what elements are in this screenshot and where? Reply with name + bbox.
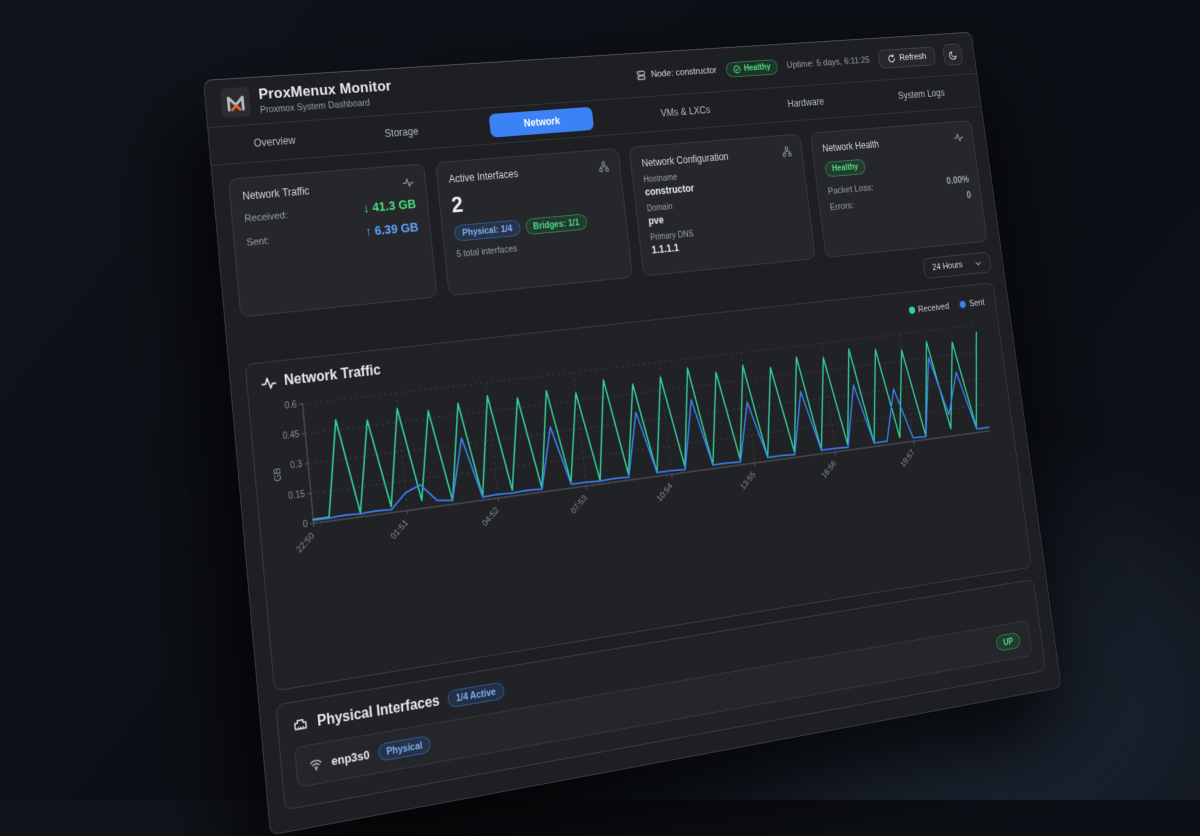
svg-text:0.3: 0.3: [290, 459, 303, 471]
tab-vms-lxcs[interactable]: VMs & LXCs: [646, 97, 724, 125]
node-label: Node: constructor: [650, 66, 717, 80]
sent-label: Sent:: [246, 236, 270, 249]
wifi-icon: [308, 755, 323, 773]
svg-text:0.45: 0.45: [282, 429, 300, 441]
chart-legend: Received Sent: [908, 298, 985, 316]
moon-icon: [948, 49, 958, 60]
refresh-icon: [887, 54, 896, 64]
tab-overview[interactable]: Overview: [238, 127, 312, 157]
svg-text:13:55: 13:55: [739, 469, 758, 491]
chevron-down-icon: [974, 258, 982, 267]
uptime-text: Uptime: 5 days, 6:11:25: [786, 55, 870, 70]
svg-text:22:50: 22:50: [294, 530, 316, 554]
network-tree-icon: [781, 146, 792, 158]
node-indicator: Node: constructor: [636, 65, 718, 82]
active-interfaces-card: Active Interfaces 2 Physical: 1/4 Bridge…: [435, 148, 633, 296]
network-configuration-card: Network Configuration Hostname construct…: [629, 134, 816, 277]
ethernet-port-icon: [291, 714, 309, 735]
legend-sent-dot: [959, 301, 966, 309]
time-range-value: 24 Hours: [932, 260, 963, 273]
physical-count-badge: Physical: 1/4: [454, 219, 521, 241]
main-content: Network Traffic Received: ↓ 41.3 GB Sent…: [211, 107, 1060, 835]
svg-text:0.15: 0.15: [288, 489, 306, 502]
health-badge-label: Healthy: [743, 62, 771, 73]
svg-text:04:52: 04:52: [480, 505, 501, 528]
interface-type-badge: Physical: [377, 735, 431, 762]
received-value: 41.3 GB: [372, 198, 417, 216]
desktop-background: ProxMenux Monitor Proxmox System Dashboa…: [0, 0, 1200, 800]
download-arrow-icon: ↓: [363, 202, 370, 216]
errors-label: Errors:: [829, 200, 854, 212]
network-nodes-icon: [598, 160, 610, 172]
tab-storage[interactable]: Storage: [369, 118, 434, 146]
tab-hardware[interactable]: Hardware: [774, 89, 838, 116]
proxmenux-logo: [220, 87, 251, 119]
server-icon: [636, 69, 648, 81]
svg-text:10:54: 10:54: [655, 481, 674, 504]
svg-text:19:57: 19:57: [899, 447, 917, 469]
theme-toggle-button[interactable]: [942, 43, 963, 66]
legend-sent-label: Sent: [969, 298, 985, 309]
upload-arrow-icon: ↑: [365, 225, 372, 239]
interface-name: enp3s0: [331, 748, 371, 769]
tab-system-logs[interactable]: System Logs: [885, 81, 958, 108]
svg-text:0: 0: [302, 519, 308, 530]
network-configuration-card-title: Network Configuration: [641, 151, 729, 170]
legend-received-label: Received: [918, 302, 950, 315]
interfaces-active-badge: 1/4 Active: [447, 682, 505, 709]
interface-status-badge: UP: [995, 632, 1021, 652]
svg-text:0.6: 0.6: [284, 400, 297, 412]
chart-title: Network Traffic: [283, 363, 381, 390]
bridges-count-badge: Bridges: 1/1: [525, 213, 588, 235]
network-traffic-card: Network Traffic Received: ↓ 41.3 GB Sent…: [228, 163, 438, 317]
refresh-label: Refresh: [899, 52, 927, 63]
network-health-card-title: Network Health: [822, 139, 880, 155]
svg-text:16:56: 16:56: [820, 458, 838, 480]
time-range-select[interactable]: 24 Hours: [922, 252, 991, 280]
network-health-card: Network Health Healthy Packet Loss: 0.00…: [810, 120, 988, 258]
dashboard-window: ProxMenux Monitor Proxmox System Dashboa…: [203, 32, 1062, 836]
health-card-status-badge: Healthy: [824, 158, 866, 177]
activity-icon: [402, 176, 414, 189]
tab-network[interactable]: Network: [489, 107, 595, 138]
refresh-button[interactable]: Refresh: [877, 47, 936, 69]
activity-icon: [953, 132, 964, 144]
received-label: Received:: [244, 210, 288, 224]
logo-m-icon: [224, 90, 248, 114]
legend-received-dot: [908, 306, 915, 314]
activity-icon: [260, 374, 277, 392]
health-status-badge: Healthy: [725, 59, 778, 78]
packet-loss-value: 0.00%: [946, 173, 970, 186]
active-interfaces-card-title: Active Interfaces: [448, 168, 519, 186]
check-circle-icon: [733, 64, 742, 73]
svg-text:07:53: 07:53: [569, 493, 589, 516]
errors-value: 0: [966, 189, 972, 200]
packet-loss-label: Packet Loss:: [827, 182, 874, 196]
sent-value: 6.39 GB: [374, 221, 419, 239]
svg-text:01:51: 01:51: [389, 517, 410, 541]
svg-text:GB: GB: [272, 467, 283, 482]
network-traffic-card-title: Network Traffic: [242, 185, 310, 203]
